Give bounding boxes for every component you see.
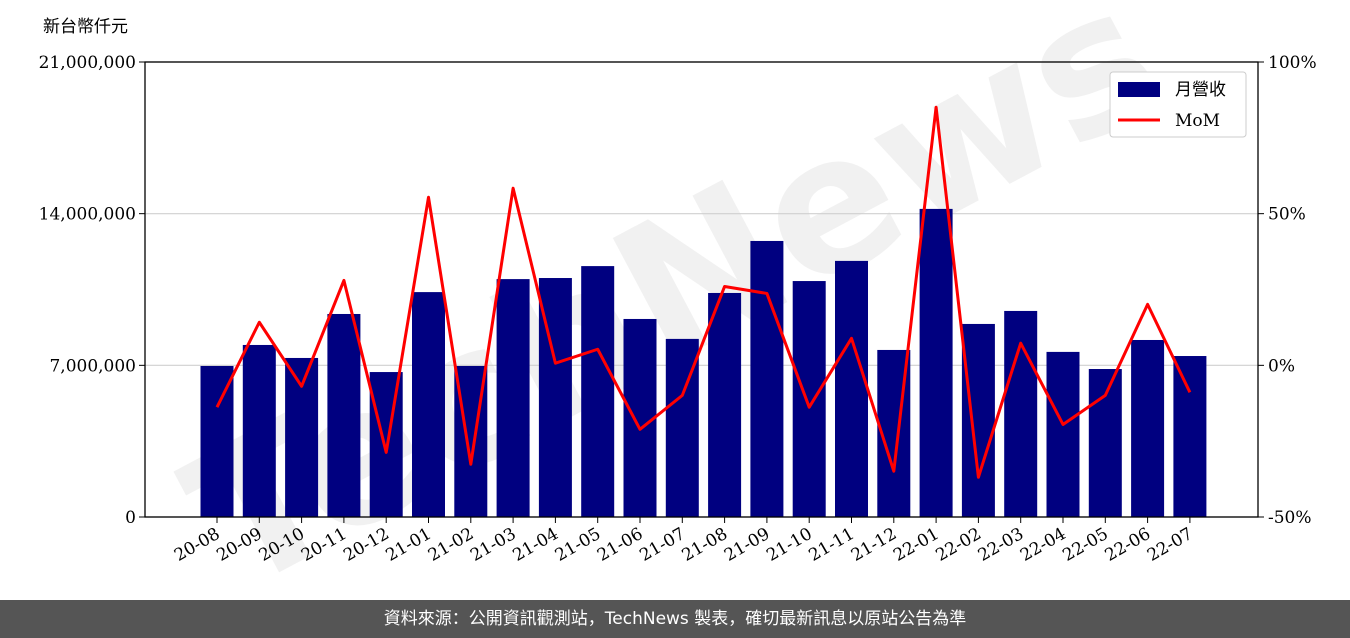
x-tick-label: 22-07	[1144, 524, 1196, 566]
x-tick-label: 22-03	[975, 524, 1027, 566]
x-tick-label: 21-11	[806, 524, 858, 566]
y-tick-label: 14,000,000	[39, 205, 136, 225]
line	[215, 105, 1192, 479]
legend-label: MoM	[1175, 111, 1220, 131]
legend-label: 月營收	[1175, 80, 1226, 100]
y2-tick-label: 50%	[1268, 205, 1306, 225]
bar	[285, 357, 319, 517]
bar	[1046, 351, 1080, 517]
bar	[919, 208, 953, 517]
y2-tick-label: 100%	[1268, 53, 1317, 73]
x-tick-label: 22-06	[1102, 524, 1154, 566]
x-tick-label: 22-05	[1059, 524, 1111, 566]
x-tick-label: 20-08	[171, 524, 223, 566]
source-note: 資料來源：公開資訊觀測站，TechNews 製表，確切最新訊息以原站公告為準	[0, 600, 1350, 638]
y2-tick-label: -50%	[1268, 508, 1312, 528]
x-tick-label: 21-06	[594, 524, 646, 566]
bar	[708, 292, 742, 517]
x-tick-label: 21-04	[509, 524, 561, 566]
bar	[581, 266, 615, 517]
chart: 新台幣仟元 TechNews 07,000,00014,000,00021,00…	[39, 0, 1317, 634]
bar	[496, 279, 530, 517]
bar	[327, 313, 361, 517]
y-tick-label: 21,000,000	[39, 53, 136, 73]
y-tick-label: 0	[125, 508, 136, 528]
x-tick-label: 21-08	[679, 524, 731, 566]
bar	[412, 292, 445, 517]
x-tick-label: 21-12	[848, 524, 900, 566]
bar	[835, 260, 868, 517]
y-axis-label: 新台幣仟元	[43, 17, 128, 37]
bar	[792, 281, 826, 517]
x-tick-label: 21-03	[467, 524, 519, 566]
bar	[1088, 369, 1122, 517]
bar	[623, 318, 657, 517]
x-tick-label: 22-02	[932, 524, 984, 566]
x-tick-label: 21-09	[721, 524, 773, 566]
bar	[961, 323, 995, 517]
bar	[242, 344, 276, 517]
legend-swatch	[1118, 82, 1160, 97]
plot-frame	[144, 61, 1259, 518]
x-tick-label: 21-10	[763, 524, 815, 566]
y-tick-label: 7,000,000	[49, 356, 136, 376]
bar	[750, 240, 784, 517]
y2-tick-label: 0%	[1268, 356, 1295, 376]
x-tick-label: 21-07	[636, 524, 688, 566]
bar	[1173, 356, 1207, 517]
bar	[1131, 339, 1165, 517]
x-tick-label: 22-01	[890, 524, 942, 566]
bar	[200, 365, 234, 517]
x-tick-label: 21-05	[552, 524, 604, 566]
x-tick-label: 22-04	[1017, 524, 1069, 566]
